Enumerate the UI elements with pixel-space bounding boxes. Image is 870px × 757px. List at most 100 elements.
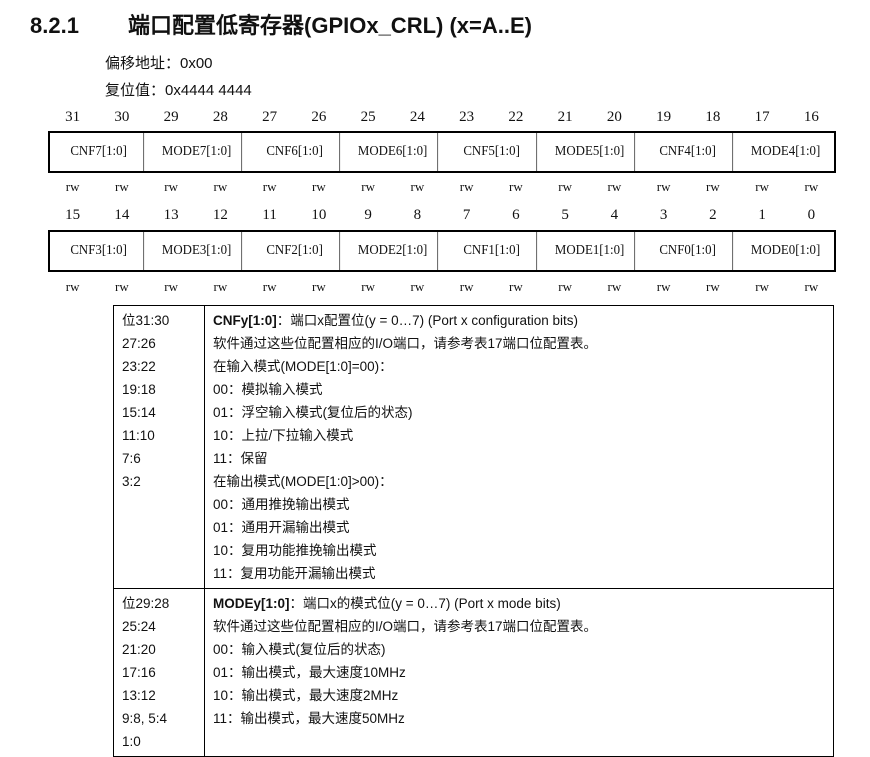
description-line: 软件通过这些位配置相应的I/O端口，请参考表17端口位配置表。 [213,619,598,634]
bit-number: 23 [459,109,475,125]
access-type: rw [213,279,228,294]
description-line: 10：输出模式，最大速度2MHz [213,688,399,703]
bit-number: 15 [65,207,81,223]
bit-range: 17:16 [122,665,156,680]
bit-number: 22 [508,109,524,125]
register-field: CNF1[1:0] [446,232,537,270]
bit-number: 30 [114,109,130,125]
bit-range: 25:24 [122,619,156,634]
description-line: 00：模拟输入模式 [213,382,323,397]
bit-number: 13 [163,207,179,223]
bit-range: 9:8, 5:4 [122,711,168,726]
bit-number: 1 [758,207,766,223]
section-number: 8.2.1 [30,13,79,38]
bit-range: 1:0 [122,734,141,749]
bit-number: 3 [659,207,668,223]
bit-number: 31 [65,109,81,125]
register-field: MODE3[1:0] [152,232,243,270]
description-line: 01：输出模式，最大速度10MHz [213,665,406,680]
description-line: 00：通用推挽输出模式 [213,497,350,512]
description-cell: MODEy[1:0]：端口x的模式位(y = 0…7) (Port x mode… [204,588,834,757]
low-register-fields: CNF3[1:0] MODE3[1:0] CNF2[1:0] MODE2[1:0] CN… [48,230,836,272]
access-type: rw [410,179,425,194]
register-field: CNF7[1:0] [54,133,145,171]
bit-number: 2 [709,207,717,223]
register-field: MODE5[1:0] [545,133,635,171]
low-bit-numbers: 15 14 13 12 11 10 9 8 7 6 5 4 3 2 1 0 [48,207,836,224]
access-type: rw [459,179,474,194]
access-type: rw [410,279,425,294]
register-field: MODE7[1:0] [152,133,243,171]
description-line: 11：保留 [213,451,268,466]
bit-description-table: 位31:30 27:26 23:22 19:18 15:14 11:10 7:6 3:2 CNF… [113,305,834,757]
access-type: rw [213,179,228,194]
bit-number: 8 [413,207,422,223]
access-type: rw [312,279,326,294]
section-title: 8.2.1 端口配置低寄存器(GPIOx_CRL) (x=A..E) [30,8,532,40]
description-line: 00：输入模式(复位后的状态) [213,642,386,657]
register-field: CNF5[1:0] [446,133,537,171]
access-type: rw [755,179,769,194]
access-type: rw [164,179,178,194]
description-line: 01：通用开漏输出模式 [213,520,350,535]
bit-number: 6 [512,207,520,223]
bit-number: 9 [364,207,372,223]
register-field: MODE1[1:0] [545,232,635,270]
bit-number: 5 [561,207,569,223]
access-type: rw [509,279,523,294]
bit-number: 16 [803,109,819,125]
access-type: rw [115,279,129,294]
access-type: rw [115,179,129,194]
bit-range: 19:18 [122,382,156,397]
access-type: rw [65,279,80,294]
bit-range: 21:20 [122,642,156,657]
bit-number: 4 [610,207,619,223]
bit-number: 7 [462,207,471,223]
high-bit-numbers: 31 30 29 28 27 26 25 24 23 22 21 20 19 18 17 16 [48,109,836,126]
access-type: rw [65,179,80,194]
bit-number: 0 [807,207,816,223]
bit-number: 27 [262,109,278,125]
access-type: rw [656,279,671,294]
bit-range: 13:12 [122,688,156,703]
bit-number: 14 [114,207,130,223]
field-heading: CNFy[1:0]：端口x配置位(y = 0…7) (Port x config… [213,309,825,332]
description-line: 01：浮空输入模式(复位后的状态) [213,405,413,420]
description-line: 10：复用功能推挽输出模式 [213,543,377,558]
description-row: 位29:28 25:24 21:20 17:16 13:12 9:8, 5:4 1:0 MOD… [113,588,834,757]
address-offset: 偏移地址：0x00 [105,55,213,72]
register-field: CNF4[1:0] [643,133,733,171]
section-title-text: 端口配置低寄存器(GPIOx_CRL) (x=A..E) [128,13,532,38]
access-type: rw [262,179,277,194]
description-line: 11：复用功能开漏输出模式 [213,566,376,581]
access-type: rw [361,179,375,194]
high-access-row: rw rw rw rw rw rw rw rw rw rw rw rw rw rw rw rw [48,179,836,195]
access-type: rw [459,279,474,294]
bit-range: 15:14 [122,405,156,420]
bit-number: 24 [409,109,425,125]
register-field: CNF2[1:0] [250,232,341,270]
bit-range: 7:6 [122,451,141,466]
register-field: MODE2[1:0] [348,232,439,270]
access-type: rw [509,179,523,194]
field-name: CNFy[1:0] [213,313,277,328]
bit-number: 21 [557,109,573,125]
description-cell: CNFy[1:0]：端口x配置位(y = 0…7) (Port x config… [204,305,834,589]
register-field: MODE6[1:0] [348,133,439,171]
bit-number: 19 [656,109,672,125]
register-field: CNF3[1:0] [54,232,145,270]
description-line: 10：上拉/下拉输入模式 [213,428,354,443]
bit-range: 位31:30 [122,313,170,328]
access-type: rw [755,279,769,294]
bit-number: 12 [212,207,228,223]
bit-range-cell: 位29:28 25:24 21:20 17:16 13:12 9:8, 5:4 1:0 [113,588,205,757]
bit-number: 20 [606,109,622,125]
bit-range: 23:22 [122,359,156,374]
register-field: CNF6[1:0] [250,133,341,171]
description-row: 位31:30 27:26 23:22 19:18 15:14 11:10 7:6 3:2 CNF… [113,305,834,589]
access-type: rw [262,279,277,294]
register-field: CNF0[1:0] [643,232,733,270]
access-type: rw [558,179,572,194]
register-field: MODE0[1:0] [750,243,821,258]
description-line: 11：输出模式，最大速度50MHz [213,711,405,726]
